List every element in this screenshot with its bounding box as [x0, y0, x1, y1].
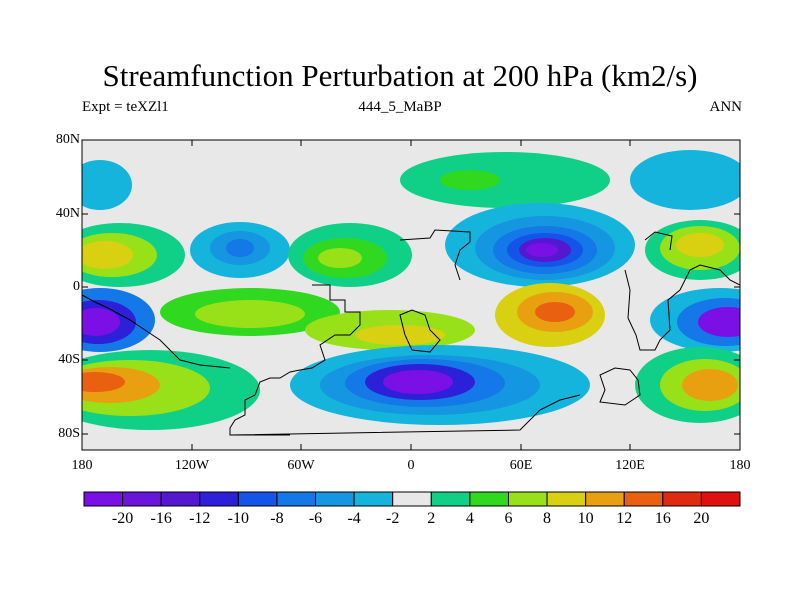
- colorbar: [83, 491, 741, 507]
- blob-asia-6: [526, 243, 558, 257]
- colorbar-swatch: [315, 491, 355, 507]
- colorbar-label: -2: [386, 510, 400, 527]
- blob-npac-1: [82, 160, 132, 210]
- blob-swpos-4: [82, 372, 125, 392]
- colorbar-label: -4: [347, 510, 361, 527]
- colorbar-swatch: [353, 491, 394, 507]
- colorbar-label: -16: [150, 510, 172, 527]
- blob-swneg-3: [82, 308, 120, 336]
- colorbar-label: -12: [189, 510, 211, 527]
- lon-label-120w: 120W: [174, 458, 210, 473]
- colorbar-label: 2: [427, 510, 436, 527]
- colorbar-label: -6: [308, 510, 323, 527]
- colorbar-label: -8: [270, 510, 284, 527]
- colorbar-swatch: [392, 491, 432, 507]
- lon-label-120e: 120E: [615, 458, 645, 473]
- coast-africa: [399, 229, 471, 281]
- coast-asia: [624, 264, 740, 351]
- colorbar-swatch: [546, 491, 587, 507]
- lat-label-40s: 40S: [58, 352, 80, 367]
- colorbar-swatch: [700, 491, 741, 507]
- lon-label-0: 0: [407, 458, 415, 473]
- lat-ticks: [82, 139, 740, 435]
- blob-wsub-3: [82, 241, 133, 269]
- blob-nam-3: [226, 239, 254, 257]
- colorbar-label: 16: [654, 510, 671, 527]
- season-label: ANN: [709, 99, 743, 115]
- contour-field: [82, 140, 740, 450]
- colorbar-label: 8: [543, 510, 552, 527]
- lon-label-180w: 180: [71, 458, 93, 473]
- blob-nepac: [630, 150, 740, 210]
- coast-south-america: [229, 284, 361, 436]
- lon-ticks: [81, 140, 741, 450]
- colorbar-swatch: [469, 491, 509, 507]
- blob-shneg-5: [383, 370, 453, 394]
- coast-nz: [644, 231, 673, 251]
- colorbar-label: 6: [504, 510, 513, 527]
- blob-natl-1: [400, 152, 610, 208]
- blob-sband-7: [535, 302, 575, 322]
- colorbar-swatch: [585, 491, 625, 507]
- colorbar-swatch: [122, 491, 162, 507]
- coast-west-samerica: [82, 294, 231, 369]
- colorbar-label: 4: [465, 510, 474, 527]
- colorbar-swatch: [160, 491, 201, 507]
- blob-atl-3: [318, 248, 362, 268]
- lat-label-80s: 80S: [58, 426, 80, 441]
- colorbar-label: 10: [577, 510, 594, 527]
- colorbar-swatch: [83, 491, 124, 507]
- lat-label-80n: 80N: [55, 132, 80, 147]
- colorbar-label: -20: [111, 510, 134, 527]
- blob-wpac-3: [676, 233, 724, 257]
- colorbar-swatch: [276, 491, 317, 507]
- map-title: Streamfunction Perturbation at 200 hPa (…: [102, 58, 698, 93]
- colorbar-swatch: [623, 491, 664, 507]
- coast-antarctica: [229, 394, 581, 436]
- lat-label-40n: 40N: [55, 206, 80, 221]
- blob-sepos-3: [682, 369, 738, 401]
- colorbar-label: 12: [616, 510, 633, 527]
- case-label: 444_5_MaBP: [358, 99, 442, 115]
- colorbar-swatch: [662, 491, 702, 507]
- experiment-label: Expt = teXZl1: [82, 99, 169, 115]
- lon-label-60e: 60E: [509, 458, 533, 473]
- coastlines: [82, 229, 740, 436]
- blob-sband-2: [195, 300, 305, 328]
- colorbar-label: -10: [227, 510, 249, 527]
- coast-australia: [599, 367, 641, 406]
- lon-label-180e: 180: [729, 458, 751, 473]
- colorbar-label: 20: [693, 510, 710, 527]
- blob-sband-4: [355, 325, 445, 345]
- colorbar-swatch: [199, 491, 239, 507]
- colorbar-swatch: [237, 491, 278, 507]
- colorbar-swatch: [430, 491, 471, 507]
- lon-label-60w: 60W: [287, 458, 315, 473]
- blob-natl-2: [440, 170, 500, 190]
- coast-africa-south: [399, 309, 441, 353]
- blob-seneg-3: [698, 307, 740, 337]
- colorbar-swatch: [507, 491, 548, 507]
- lat-label-0: 0: [73, 279, 80, 294]
